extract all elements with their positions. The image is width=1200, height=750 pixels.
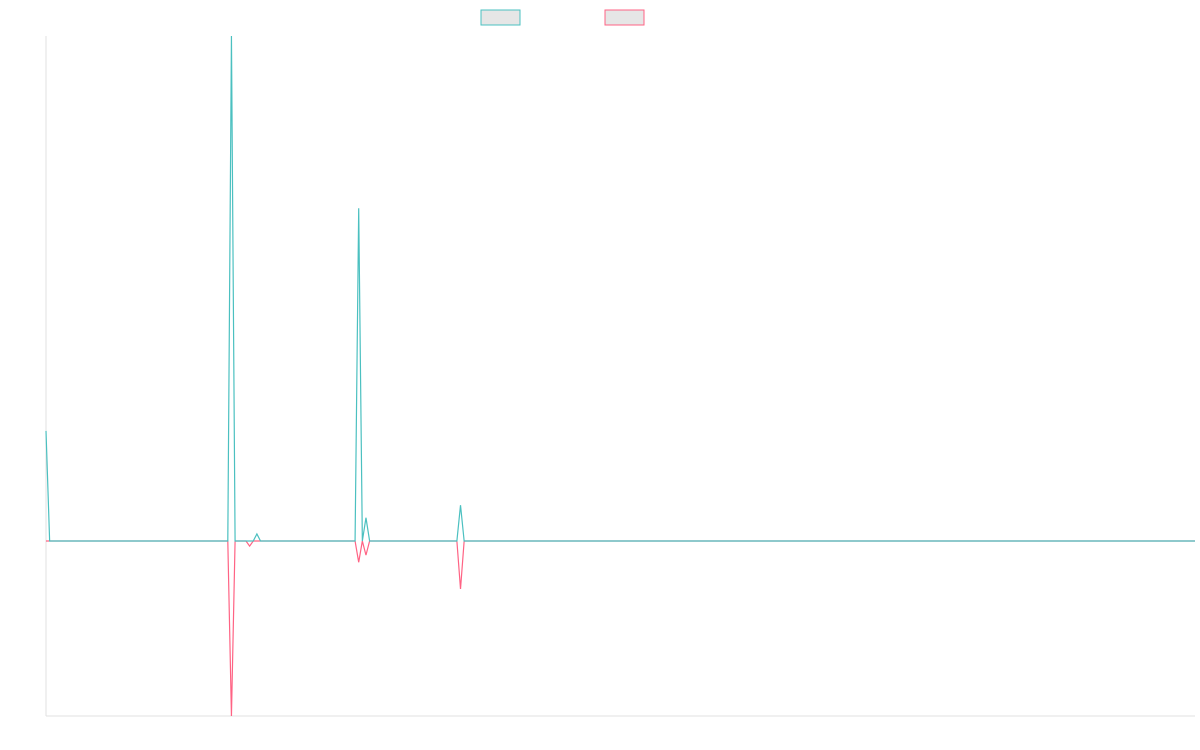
series-line <box>46 540 1195 717</box>
legend-swatch[interactable] <box>604 9 645 26</box>
series-line <box>45 35 1195 542</box>
legend-swatch[interactable] <box>480 9 521 26</box>
